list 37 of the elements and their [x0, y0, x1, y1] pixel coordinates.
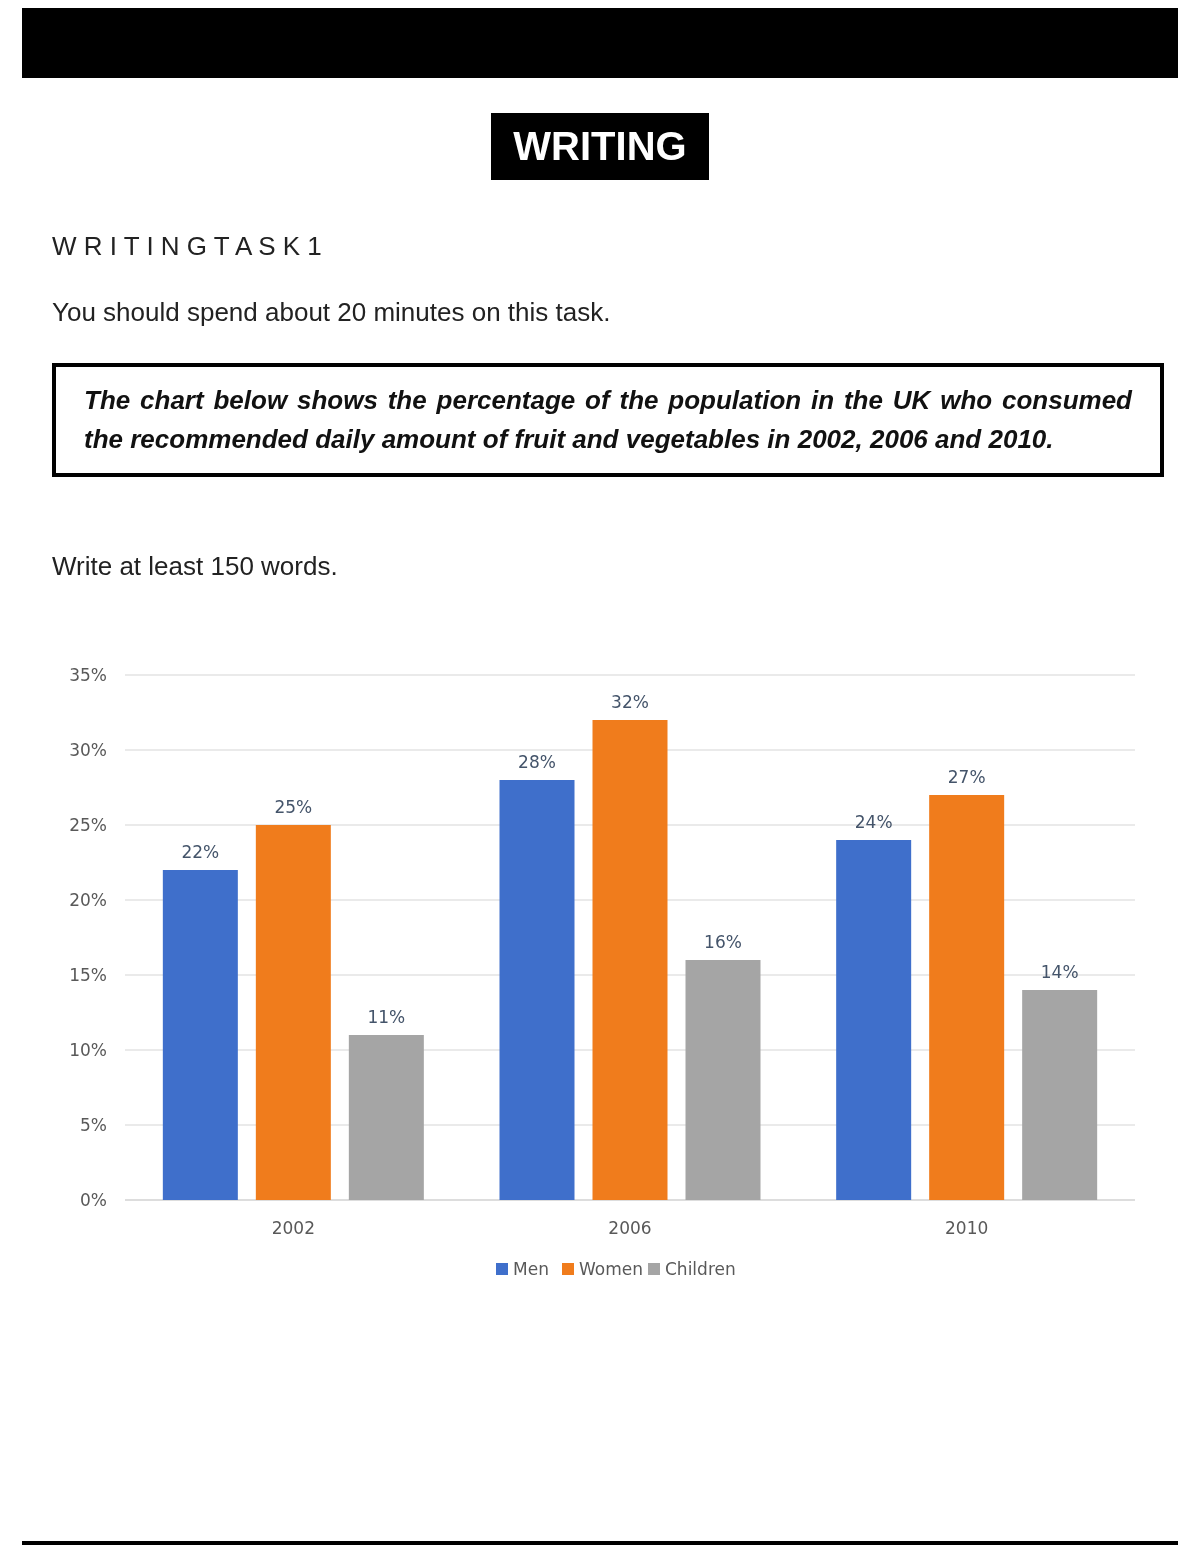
text: Write at least 150 words. — [52, 551, 338, 581]
data-label: 25% — [274, 797, 313, 817]
bar — [592, 720, 668, 1200]
data-label: 28% — [518, 752, 556, 772]
x-tick-label: 2002 — [271, 1218, 315, 1238]
data-label: 14% — [1040, 962, 1079, 982]
y-tick-label: 20% — [69, 890, 107, 910]
bar — [348, 1035, 424, 1200]
data-label: 32% — [611, 692, 649, 712]
data-label: 16% — [704, 932, 742, 952]
y-tick-label: 15% — [69, 965, 107, 985]
data-label: 22% — [181, 842, 220, 862]
data-label: 11% — [367, 1007, 406, 1027]
y-tick-label: 30% — [69, 740, 107, 760]
bar — [685, 960, 761, 1200]
bar — [1022, 990, 1098, 1200]
bar — [836, 840, 912, 1200]
bar — [255, 825, 331, 1200]
bar — [929, 795, 1005, 1200]
y-tick-label: 5% — [80, 1115, 107, 1135]
text: You should spend about 20 minutes on this task. — [52, 297, 611, 327]
y-tick-label: 35% — [69, 665, 107, 685]
data-label: 24% — [854, 812, 893, 832]
x-tick-label: 2006 — [608, 1218, 652, 1238]
text: The chart below shows the percentage of the population in the UK who consumed the recommended daily amount of fruit and vegetables in 2002, 2006 and 2010. — [52, 363, 1164, 477]
bar — [162, 870, 238, 1200]
chart-title: WRITING — [513, 124, 687, 168]
y-tick-label: 0% — [80, 1190, 107, 1210]
legend-label: Women — [579, 1259, 644, 1279]
chart-subtitle: W R I T I N G T A S K 1 — [52, 231, 322, 261]
legend-label: Men — [513, 1259, 549, 1279]
x-tick-label: 2010 — [945, 1218, 989, 1238]
bar — [499, 780, 575, 1200]
y-tick-label: 10% — [69, 1040, 107, 1060]
legend-label: Children — [665, 1259, 736, 1279]
y-tick-label: 25% — [69, 815, 107, 835]
data-label: 27% — [947, 767, 986, 787]
